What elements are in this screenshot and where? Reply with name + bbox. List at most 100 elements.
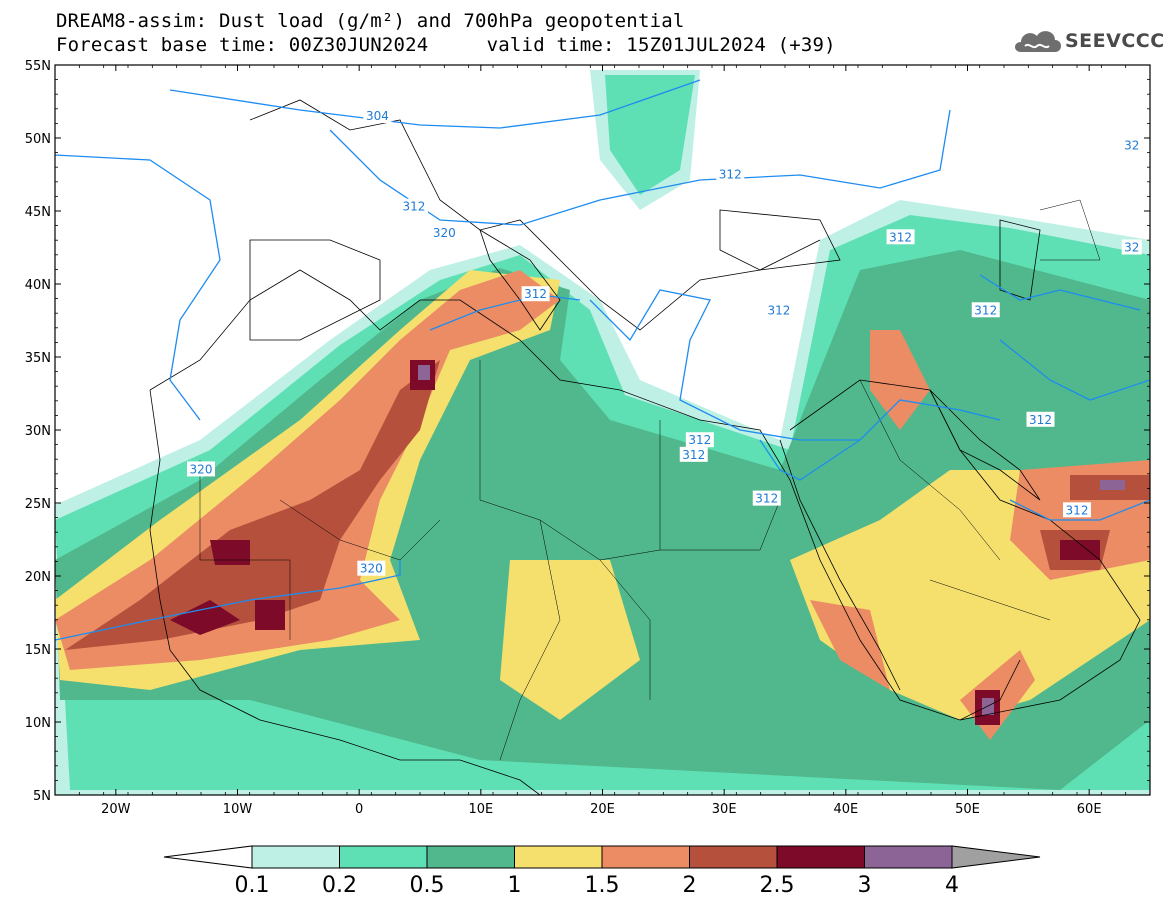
lat-label: 10N bbox=[25, 716, 51, 731]
dust-region-2.5-e bbox=[1060, 540, 1100, 560]
colorbar-bin bbox=[864, 845, 953, 869]
colorbar-label: 3 bbox=[858, 873, 872, 898]
contour-label: 312 bbox=[719, 168, 742, 182]
lon-label: 30E bbox=[712, 802, 737, 817]
colorbar-label: 4 bbox=[945, 873, 959, 898]
dust-field bbox=[55, 65, 1150, 795]
contour-label: 312 bbox=[1066, 503, 1089, 517]
colorbar-label: 2 bbox=[683, 873, 697, 898]
border-5 bbox=[499, 519, 561, 761]
contour-label-bg bbox=[764, 302, 793, 318]
coastline-italy bbox=[479, 229, 561, 331]
dust-region-1.5-redsea bbox=[810, 600, 890, 690]
lon-label: 20E bbox=[590, 802, 615, 817]
coastline-redsea bbox=[779, 439, 901, 691]
border-1 bbox=[199, 460, 291, 640]
latitude-labels: 55N 50N 45N 40N 35N 30N 25N 20N 15N 10N 5N bbox=[25, 59, 51, 804]
contour-label: 320 bbox=[360, 562, 383, 576]
contour-label: 312 bbox=[524, 287, 547, 301]
map-subtitle: Forecast base time: 00Z30JUN2024 valid t… bbox=[56, 34, 836, 56]
contour-label-bg bbox=[1063, 502, 1091, 518]
lon-label: 50E bbox=[955, 802, 980, 817]
contour-label-bg bbox=[886, 229, 915, 245]
colorbar-label: 1 bbox=[508, 873, 522, 898]
contour-label-bg bbox=[1026, 411, 1055, 427]
contour-label-bg bbox=[679, 446, 708, 462]
border-9 bbox=[1039, 199, 1101, 261]
contour-label: 312 bbox=[682, 448, 705, 462]
contour-label: 312 bbox=[889, 230, 912, 244]
contour-312-mid bbox=[589, 289, 1001, 441]
colorbar-bin bbox=[689, 845, 778, 869]
seevccc-logo: SEEVCCC bbox=[1011, 22, 1164, 62]
axis-ticks bbox=[54, 64, 1151, 796]
dust-region-1-central bbox=[500, 560, 640, 720]
contour-label-bg bbox=[716, 166, 745, 182]
contour-label: 312 bbox=[767, 303, 790, 317]
coastline-iberia bbox=[249, 239, 381, 341]
contour-label: 320 bbox=[190, 462, 213, 476]
dust-region-3-b bbox=[982, 698, 994, 715]
contour-312-oman bbox=[1009, 499, 1150, 521]
lat-label: 15N bbox=[25, 643, 51, 658]
contour-312-north bbox=[55, 154, 221, 421]
borders bbox=[199, 199, 1101, 761]
contour-label-bg bbox=[971, 302, 1000, 318]
coastline-persian-gulf bbox=[929, 389, 1041, 501]
colorbar-label: 2.5 bbox=[760, 873, 795, 898]
dust-region-3 bbox=[418, 365, 430, 380]
colorbar-label: 0.2 bbox=[322, 873, 357, 898]
cloud-icon bbox=[1015, 31, 1061, 52]
colorbar-label: 0.5 bbox=[410, 873, 445, 898]
lat-label: 50N bbox=[25, 132, 51, 147]
lon-label: 60E bbox=[1077, 802, 1102, 817]
contour-label-bg bbox=[399, 198, 428, 214]
longitude-labels: 20W 10W 0 10E 20E 30E 40E 50E 60E bbox=[101, 802, 1101, 817]
lat-label: 40N bbox=[25, 278, 51, 293]
contour-label-bg bbox=[187, 461, 215, 477]
coastline-caspian bbox=[999, 219, 1041, 301]
border-4 bbox=[660, 499, 781, 551]
contour-label-bg bbox=[363, 108, 392, 124]
contour-label-bg bbox=[1121, 137, 1142, 153]
contour-304 bbox=[169, 79, 701, 129]
lon-label: 0 bbox=[355, 802, 363, 817]
contour-label-bg bbox=[685, 432, 714, 448]
colorbar-upper-arrow bbox=[951, 845, 1041, 869]
contour-label: 312 bbox=[755, 492, 778, 506]
contour-320-north bbox=[429, 294, 581, 331]
lat-label: 45N bbox=[25, 205, 51, 220]
coastline-europe bbox=[249, 99, 821, 331]
colorbar-bin bbox=[426, 845, 515, 869]
logo-text: SEEVCCC bbox=[1065, 30, 1165, 52]
colorbar-bin bbox=[514, 845, 603, 869]
colorbar-lower-arrow bbox=[163, 845, 253, 869]
colorbar-bin bbox=[339, 845, 428, 869]
dust-region-2.5-c bbox=[255, 600, 285, 630]
contour-label: 32 bbox=[1124, 138, 1139, 152]
lat-label: 30N bbox=[25, 424, 51, 439]
colorbar: 0.1 0.2 0.5 1 1.5 2 2.5 3 4 bbox=[163, 845, 1041, 898]
contour-label: 312 bbox=[974, 303, 997, 317]
contour-label: 312 bbox=[1029, 413, 1052, 427]
lon-label: 10E bbox=[468, 802, 493, 817]
dust-region-1.5-iraq bbox=[870, 330, 930, 430]
contour-label-bg bbox=[430, 224, 459, 240]
coastline-africa-west bbox=[149, 269, 1021, 721]
lat-label: 25N bbox=[25, 497, 51, 512]
dust-region-2 bbox=[65, 360, 440, 650]
border-2 bbox=[279, 499, 441, 561]
contour-label: 32 bbox=[1124, 241, 1139, 255]
map-title: DREAM8-assim: Dust load (g/m²) and 700hP… bbox=[56, 10, 685, 32]
contour-label: 304 bbox=[366, 109, 389, 123]
dust-region-2.5 bbox=[170, 600, 240, 635]
lat-label: 5N bbox=[33, 789, 51, 804]
coastline-blacksea bbox=[719, 209, 841, 271]
lon-label: 10W bbox=[223, 802, 253, 817]
border-3 bbox=[479, 360, 661, 561]
contour-label: 320 bbox=[433, 226, 456, 240]
contour-label-bg bbox=[357, 560, 386, 576]
dust-region-3-c bbox=[1100, 480, 1125, 490]
